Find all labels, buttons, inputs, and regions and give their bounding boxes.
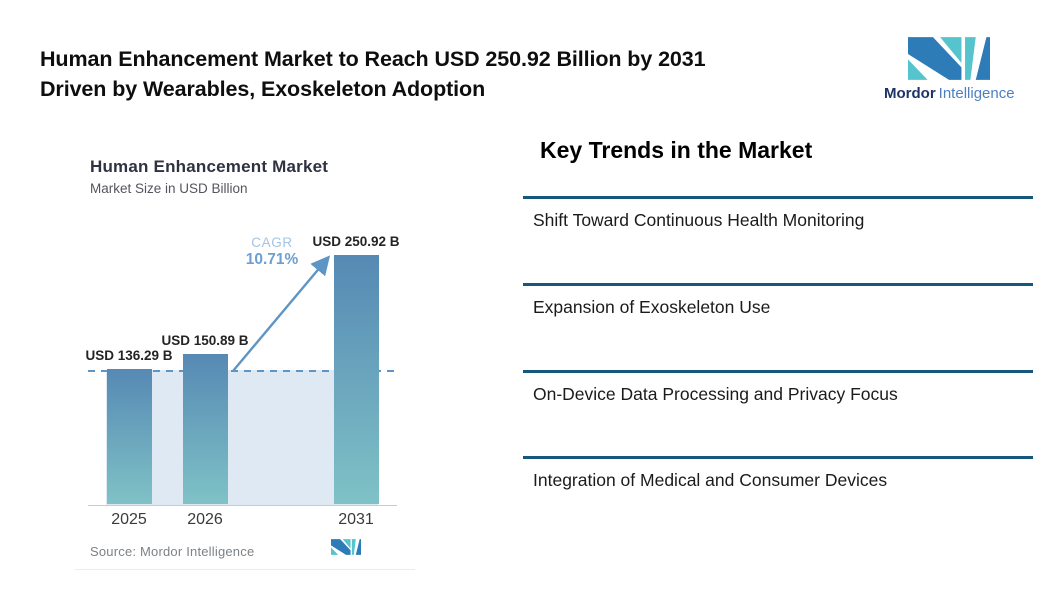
brand-wordmark: Mordor Intelligence bbox=[884, 85, 1015, 102]
chart-subtitle: Market Size in USD Billion bbox=[90, 181, 248, 196]
page-title: Human Enhancement Market to Reach USD 25… bbox=[40, 44, 706, 104]
trend-item-label: Expansion of Exoskeleton Use bbox=[533, 297, 771, 317]
bar bbox=[106, 369, 152, 504]
bar-value-label: USD 150.89 B bbox=[161, 333, 249, 348]
x-tick-2025: 2025 bbox=[111, 511, 147, 528]
bar-value-label: USD 250.92 B bbox=[312, 234, 400, 249]
x-axis-line bbox=[88, 505, 397, 506]
bar bbox=[333, 255, 379, 504]
trend-item: Shift Toward Continuous Health Monitorin… bbox=[523, 196, 1033, 231]
chart-title: Human Enhancement Market bbox=[90, 157, 329, 176]
key-trends-heading: Key Trends in the Market bbox=[540, 137, 813, 163]
bar-group-2025: USD 136.29 B bbox=[84, 348, 174, 504]
market-chart-card: Human Enhancement Market Market Size in … bbox=[75, 133, 415, 570]
trend-item-label: Shift Toward Continuous Health Monitorin… bbox=[533, 210, 865, 230]
cagr-annotation: CAGR 10.71% bbox=[230, 235, 314, 269]
brand-logo: Mordor Intelligence bbox=[884, 36, 1015, 102]
cagr-label: CAGR bbox=[251, 235, 293, 250]
x-tick-2026: 2026 bbox=[187, 511, 223, 528]
cagr-value: 10.71% bbox=[245, 251, 299, 268]
trend-item: Expansion of Exoskeleton Use bbox=[523, 283, 1033, 318]
trend-item: Integration of Medical and Consumer Devi… bbox=[523, 456, 1033, 491]
x-tick-2031: 2031 bbox=[338, 511, 374, 528]
mordor-intelligence-mini-logo-icon bbox=[331, 539, 361, 555]
brand-name-secondary: Intelligence bbox=[938, 85, 1015, 102]
page-title-line1: Human Enhancement Market to Reach USD 25… bbox=[40, 47, 706, 71]
bar-group-2031: USD 250.92 B bbox=[311, 234, 401, 504]
trend-item: On-Device Data Processing and Privacy Fo… bbox=[523, 370, 1033, 405]
brand-name-primary: Mordor bbox=[884, 85, 936, 102]
bar-group-2026: USD 150.89 B bbox=[160, 333, 250, 504]
chart-source: Source: Mordor Intelligence bbox=[90, 544, 255, 559]
trend-item-label: Integration of Medical and Consumer Devi… bbox=[533, 470, 888, 490]
bar bbox=[182, 354, 228, 504]
page-title-line2: Driven by Wearables, Exoskeleton Adoptio… bbox=[40, 77, 486, 101]
mordor-intelligence-logo-icon bbox=[908, 37, 990, 80]
trend-item-label: On-Device Data Processing and Privacy Fo… bbox=[533, 384, 898, 404]
bar-value-label: USD 136.29 B bbox=[85, 348, 173, 363]
